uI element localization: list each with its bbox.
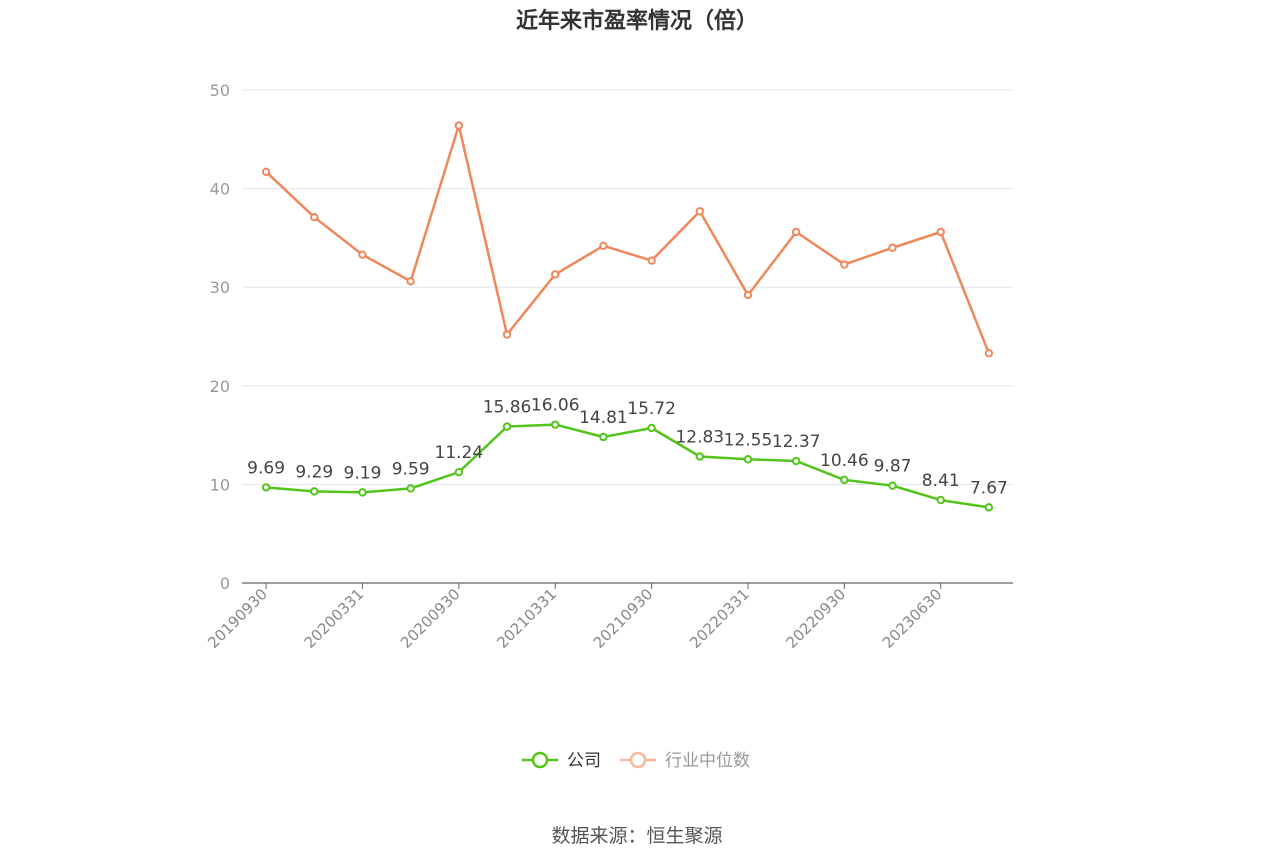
data-label: 15.72: [627, 399, 676, 419]
data-point: [695, 207, 704, 216]
x-tick-label: 20210331: [493, 585, 560, 652]
data-point: [695, 452, 704, 461]
data-point: [984, 349, 994, 358]
data-point: [888, 481, 897, 490]
y-tick-label: 50: [210, 81, 230, 100]
data-point: [454, 121, 464, 130]
data-point: [551, 420, 560, 429]
data-point: [936, 227, 945, 237]
data-point: [599, 432, 608, 442]
data-label: 12.83: [675, 427, 724, 447]
data-label: 9.19: [344, 463, 382, 483]
series-line: [265, 124, 991, 354]
data-point: [840, 260, 849, 269]
data-point: [791, 227, 801, 237]
data-point: [791, 456, 801, 466]
data-point: [984, 503, 994, 512]
legend-marker-icon: [629, 751, 647, 769]
y-tick-label: 40: [210, 180, 230, 199]
chart-title: 近年来市盈率情况（倍）: [516, 8, 758, 34]
data-label: 11.24: [435, 443, 484, 463]
x-tick-label: 20220930: [782, 585, 849, 652]
data-point: [502, 330, 512, 339]
series-line: [265, 423, 990, 509]
data-point: [310, 487, 319, 496]
data-label: 9.59: [392, 459, 430, 479]
data-point: [599, 241, 608, 250]
data-point: [888, 243, 897, 252]
data-label: 9.69: [247, 458, 285, 478]
data-point: [406, 277, 415, 286]
data-point: [502, 422, 512, 431]
data-point: [261, 167, 271, 177]
legend-label: 公司: [567, 751, 601, 771]
data-point: [743, 455, 753, 464]
x-tick-label: 20230630: [879, 585, 946, 652]
y-tick-label: 0: [220, 574, 230, 593]
data-point: [454, 467, 464, 477]
y-tick-label: 30: [210, 278, 230, 297]
legend[interactable]: 公司 行业中位数: [522, 751, 750, 771]
y-tick-label: 20: [210, 377, 230, 396]
data-point: [551, 270, 560, 279]
data-point: [358, 488, 367, 497]
data-point: [743, 290, 753, 300]
data-label: 12.37: [772, 432, 821, 452]
legend-item-industry[interactable]: 行业中位数: [620, 751, 750, 771]
data-label: 15.86: [483, 398, 532, 418]
data-label: 7.67: [970, 478, 1008, 498]
data-point: [647, 256, 656, 265]
y-tick-label: 10: [210, 475, 230, 494]
data-point: [310, 212, 319, 222]
data-label: 16.06: [531, 396, 580, 416]
data-point: [840, 475, 849, 485]
data-point: [647, 423, 656, 433]
data-label: 14.81: [579, 408, 628, 428]
axes: 0 10 20 30 40 50 20190930 20200331 20200930 20210…: [204, 81, 1013, 652]
legend-item-company[interactable]: 公司: [522, 751, 601, 771]
x-tick-label: 20200930: [397, 585, 464, 652]
data-point: [936, 495, 945, 505]
data-point: [261, 483, 271, 492]
data-point: [358, 250, 367, 259]
data-label: 8.41: [922, 471, 960, 491]
data-label: 9.29: [295, 462, 333, 482]
legend-marker-icon: [531, 751, 549, 769]
data-label: 10.46: [820, 451, 869, 471]
data-label: 12.55: [724, 430, 773, 450]
series: [261, 121, 994, 512]
x-tick-label: 20210930: [590, 585, 657, 652]
x-tick-label: 20190930: [204, 585, 271, 652]
x-tick-label: 20220331: [686, 585, 753, 652]
data-point: [406, 484, 415, 493]
x-tick-label: 20200331: [301, 585, 368, 652]
source-note: 数据来源：恒生聚源: [551, 825, 722, 847]
legend-label: 行业中位数: [665, 751, 750, 771]
data-label: 9.87: [874, 457, 912, 477]
